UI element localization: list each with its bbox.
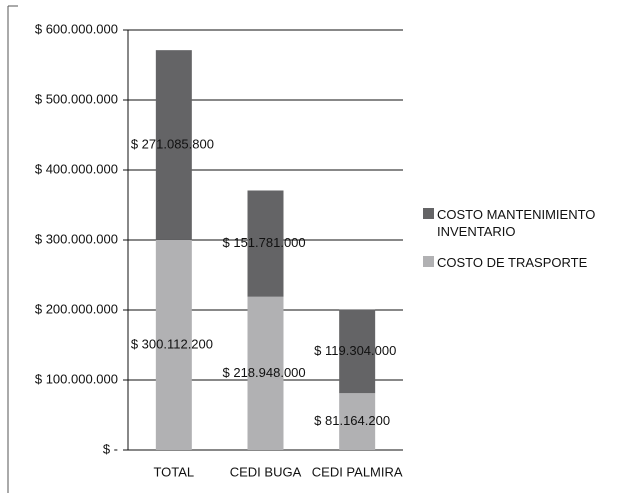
legend-label: COSTO DE TRASPORTE [437, 255, 588, 270]
legend-label: COSTO MANTENIMIENTO INVENTARIO [437, 207, 596, 239]
value-label: $ 271.085.800 [131, 136, 214, 151]
legend-item: COSTO MANTENIMIENTO INVENTARIO [423, 206, 623, 240]
x-tick-label: CEDI BUGA [230, 464, 302, 479]
y-tick-label: $ 100.000.000 [35, 371, 118, 386]
y-tick-label: $ 500.000.000 [35, 91, 118, 106]
value-label: $ 81.164.200 [314, 413, 390, 428]
y-tick-label: $ 300.000.000 [35, 231, 118, 246]
value-label: $ 119.304.000 [314, 343, 396, 358]
legend-item: COSTO DE TRASPORTE [423, 254, 623, 271]
x-tick-label: TOTAL [153, 464, 194, 479]
y-tick-label: $ 600.000.000 [35, 21, 118, 36]
legend-swatch [423, 256, 434, 267]
legend: COSTO MANTENIMIENTO INVENTARIO COSTO DE T… [423, 206, 623, 285]
value-label: $ 300.112.200 [131, 336, 213, 351]
y-tick-label: $ 400.000.000 [35, 161, 118, 176]
value-label: $ 218.948.000 [223, 365, 306, 380]
value-label: $ 151.781.000 [223, 235, 306, 250]
bar-segment [155, 239, 192, 450]
legend-swatch [423, 208, 434, 219]
x-tick-label: CEDI PALMIRA [312, 464, 403, 479]
bar-segment [247, 190, 284, 297]
bar-segment [155, 50, 192, 240]
bar-segment [339, 309, 376, 394]
bar-segment [247, 296, 284, 450]
y-tick-label: $ 200.000.000 [35, 301, 118, 316]
y-tick-label: $ - [103, 441, 118, 456]
bar-segment [339, 393, 376, 450]
